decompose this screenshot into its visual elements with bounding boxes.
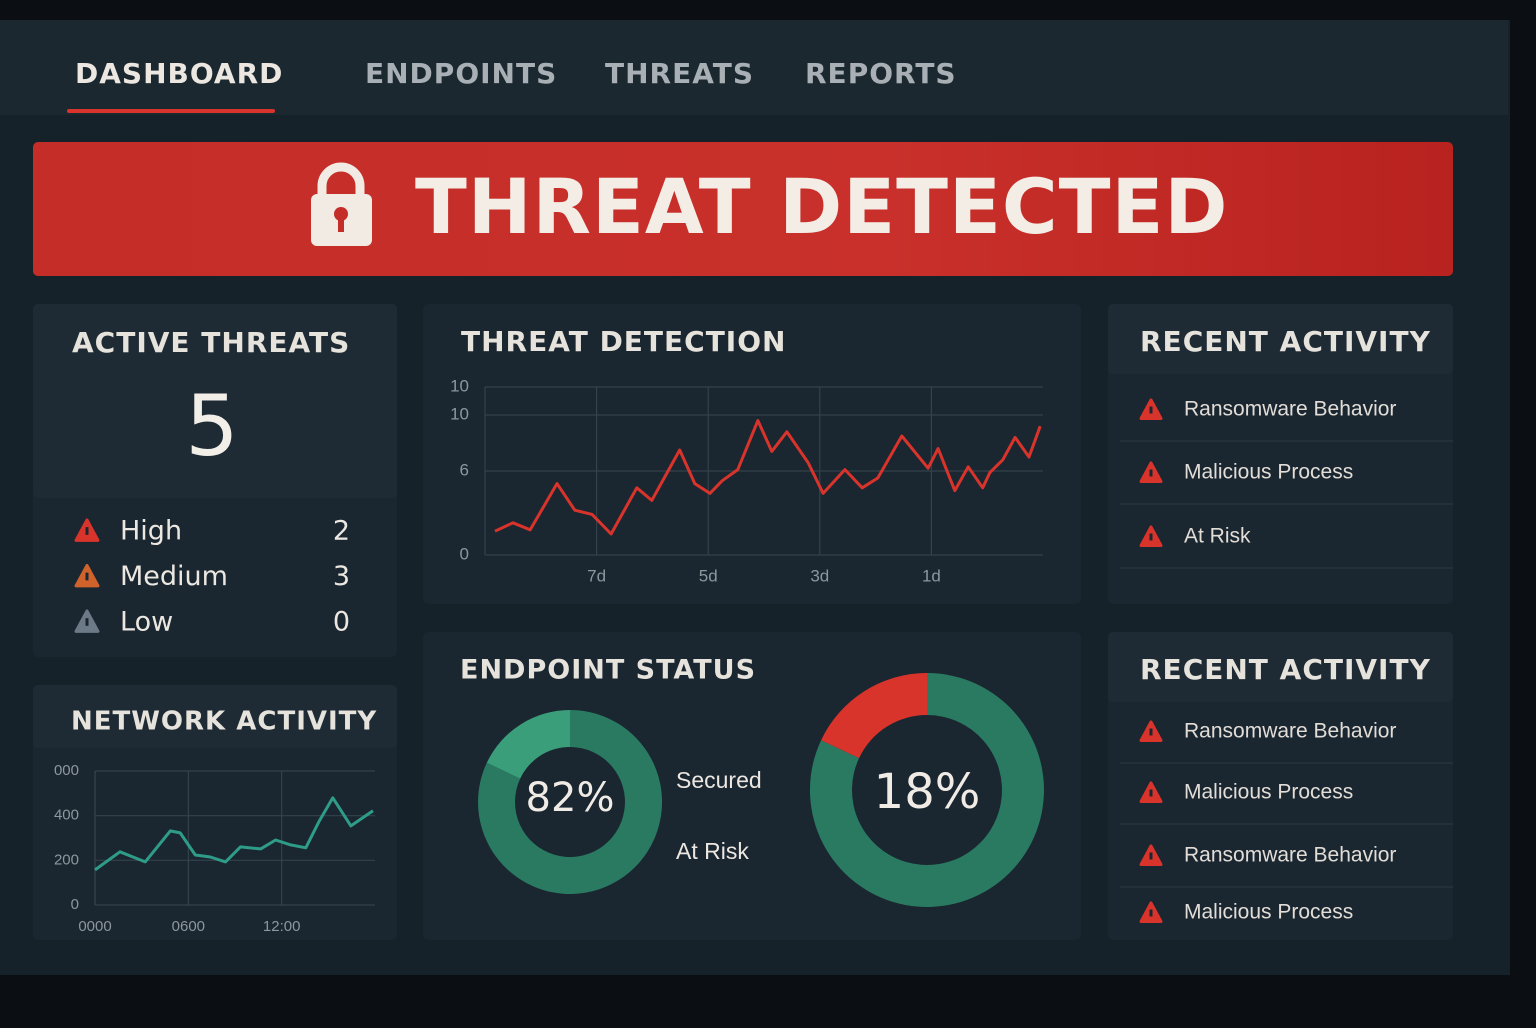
activity-item[interactable]: At Risk	[1184, 525, 1251, 548]
warning-mark	[1149, 852, 1153, 860]
warning-mark	[1149, 406, 1153, 414]
level-count: 2	[333, 516, 350, 547]
panel-title: RECENT ACTIVITY	[1140, 653, 1431, 686]
alert-banner	[33, 142, 1453, 276]
legend-label: At Risk	[676, 838, 749, 864]
x-tick-label: 12:00	[263, 918, 301, 935]
nav-bar	[0, 20, 1508, 115]
nav-tab[interactable]: THREATS	[605, 57, 754, 90]
activity-item[interactable]: Ransomware Behavior	[1184, 398, 1396, 421]
x-tick-label: 3d	[810, 566, 829, 585]
panel-header	[33, 685, 397, 748]
level-count: 0	[333, 607, 350, 638]
y-axis-top-label: 000	[54, 762, 79, 779]
legend-label: Secured	[676, 767, 762, 793]
y-tick-label: 200	[54, 851, 79, 868]
donut-label: 18%	[874, 764, 981, 820]
x-tick-label: 0600	[172, 918, 205, 935]
x-tick-label: 0000	[78, 918, 111, 935]
panel-header	[1108, 304, 1453, 374]
lock-icon	[311, 162, 372, 246]
activity-item[interactable]: Ransomware Behavior	[1184, 720, 1396, 743]
panel-title: RECENT ACTIVITY	[1140, 325, 1431, 358]
recent-panel	[1108, 632, 1453, 940]
y-tick-label: 400	[54, 807, 79, 824]
panel-header	[33, 304, 397, 498]
warning-mark	[1149, 469, 1153, 477]
nav-tab[interactable]: DASHBOARD	[75, 57, 283, 90]
x-tick-label: 1d	[922, 566, 941, 585]
threat-detection-panel	[423, 304, 1081, 604]
threat-count: 5	[185, 377, 238, 475]
level-label: Low	[120, 607, 173, 638]
warning-mark	[1149, 789, 1153, 797]
warning-mark	[85, 572, 89, 581]
donut-segment	[821, 673, 927, 759]
warning-mark	[1149, 909, 1153, 917]
active-tab-underline	[67, 109, 275, 113]
nav-tab[interactable]: REPORTS	[805, 57, 957, 90]
warning-mark	[85, 527, 89, 535]
donut-segment	[809, 673, 1044, 907]
activity-item[interactable]: Malicious Process	[1184, 781, 1353, 804]
y-axis-top-label: 10	[450, 376, 469, 395]
y-tick-label: 0	[71, 896, 79, 913]
data-line	[494, 419, 1042, 536]
data-line	[94, 796, 374, 872]
recent-panel	[1108, 304, 1453, 604]
panel-title: ACTIVE THREATS	[72, 326, 350, 359]
warning-mark	[85, 618, 89, 626]
nav-tab[interactable]: ENDPOINTS	[365, 57, 557, 90]
panel-title: ENDPOINT STATUS	[460, 655, 756, 686]
warning-mark	[1149, 728, 1153, 736]
donut-segment	[486, 710, 570, 779]
x-tick-label: 7d	[587, 566, 606, 585]
activity-item[interactable]: Malicious Process	[1184, 461, 1353, 484]
y-tick-label: 0	[460, 544, 469, 563]
activity-item[interactable]: Ransomware Behavior	[1184, 844, 1396, 867]
y-tick-label: 6	[460, 460, 469, 479]
warning-mark	[1149, 533, 1153, 541]
level-label: Medium	[120, 561, 228, 592]
x-tick-label: 5d	[699, 566, 718, 585]
panel-title: NETWORK ACTIVITY	[71, 707, 377, 737]
donut-segment	[478, 710, 663, 894]
level-label: High	[120, 516, 182, 547]
panel-title: THREAT DETECTION	[461, 325, 786, 358]
network-panel	[33, 685, 397, 940]
panel-header	[1108, 632, 1453, 702]
level-count: 3	[333, 561, 350, 592]
banner-title: THREAT DETECTED	[415, 162, 1228, 251]
activity-item[interactable]: Malicious Process	[1184, 901, 1353, 924]
y-tick-label: 10	[450, 404, 469, 423]
donut-label: 82%	[526, 775, 615, 821]
